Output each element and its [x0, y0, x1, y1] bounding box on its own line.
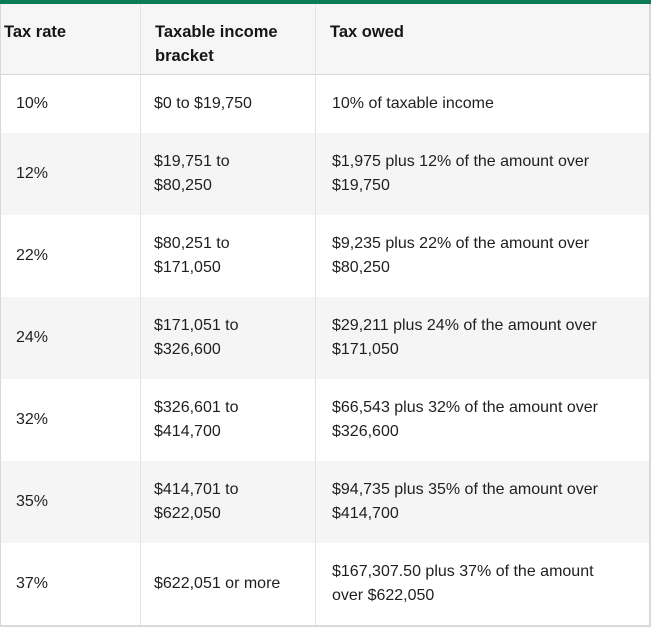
- cell-tax-rate: 10%: [16, 95, 49, 112]
- cell-tax-owed: $94,735 plus 35% of the amount over $414…: [315, 461, 650, 543]
- cell-income-bracket: $326,601 to $414,700: [140, 379, 316, 461]
- cell-income-bracket: $414,701 to $622,050: [140, 461, 316, 543]
- table-row: 24% $171,051 to $326,600 $29,211 plus 24% …: [0, 297, 650, 379]
- cell-tax-rate: 35%: [16, 493, 49, 510]
- table-row: 32% $326,601 to $414,700 $66,543 plus 32% …: [1, 379, 650, 461]
- cell-income-bracket: $622,051 or more: [140, 543, 316, 626]
- cell-income-bracket: $19,751 to $80,250: [140, 133, 316, 215]
- cell-income-bracket: $0 to $19,750: [140, 74, 316, 133]
- table-row: 37% $622,051 or more $167,307.50 plus 37% …: [1, 543, 650, 626]
- table-header: Tax rate Taxable income bracket Tax owed: [0, 2, 650, 75]
- cell-tax-owed: $29,211 plus 24% of the amount over $171…: [315, 297, 650, 379]
- cell-tax-rate: 22%: [16, 247, 49, 264]
- col-header-tax-owed: Tax owed: [315, 2, 650, 75]
- cell-tax-rate: 32%: [16, 411, 49, 428]
- cell-tax-owed: $9,235 plus 22% of the amount over $80,2…: [315, 215, 650, 297]
- cell-tax-owed: 10% of taxable income: [315, 74, 650, 133]
- cell-tax-owed: $167,307.50 plus 37% of the amount over …: [315, 543, 650, 626]
- cell-income-bracket: $80,251 to $171,050: [140, 215, 316, 297]
- cell-tax-owed: $1,975 plus 12% of the amount over $19,7…: [315, 133, 650, 215]
- table-row: 22% $80,251 to $171,050 $9,235 plus 22% of…: [1, 215, 650, 297]
- cell-income-bracket: $171,051 to $326,600: [140, 297, 316, 379]
- col-header-income-bracket: Taxable income bracket: [140, 2, 316, 75]
- cell-tax-rate: 24%: [16, 329, 49, 346]
- header-row: Tax rate Taxable income bracket Tax owed: [0, 2, 650, 75]
- col-header-tax-rate: Tax rate: [0, 2, 141, 75]
- cell-tax-rate: 37%: [16, 575, 49, 592]
- table-row: 35% $414,701 to $622,050 $94,735 plus 35% …: [0, 461, 650, 543]
- cell-tax-rate: 12%: [16, 165, 49, 182]
- table-row: 10% $0 to $19,750 10% of taxable income: [1, 74, 650, 133]
- table-row: 12% $19,751 to $80,250 $1,975 plus 12% of …: [0, 133, 650, 215]
- cell-tax-owed: $66,543 plus 32% of the amount over $326…: [315, 379, 650, 461]
- table-body: 10% $0 to $19,750 10% of taxable income 12%…: [0, 74, 650, 626]
